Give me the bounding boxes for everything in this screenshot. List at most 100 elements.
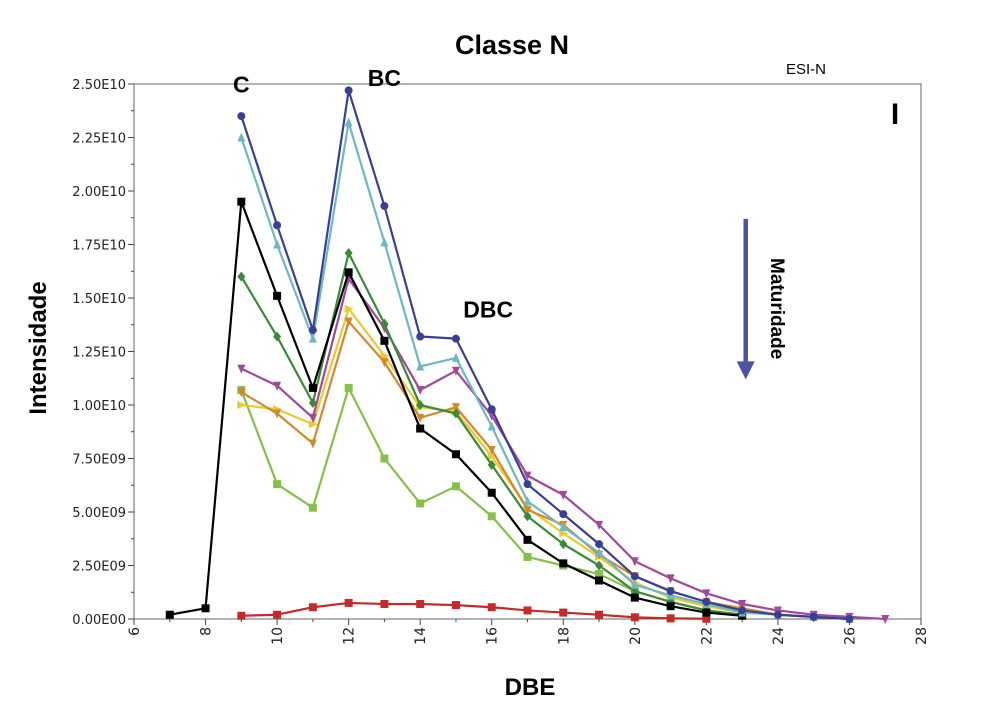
series-line [240,121,850,621]
data-point [595,610,604,619]
data-point [666,614,675,623]
data-point [487,488,496,497]
data-point [416,332,425,341]
y-tick-label: 7.50E09 [72,453,126,468]
data-point [416,600,425,609]
data-point [165,610,174,619]
data-point [559,529,569,538]
data-point [237,611,246,620]
data-point [595,560,604,571]
data-point [380,600,389,609]
data-point [487,459,496,470]
y-tick-label: 1.25E10 [72,346,126,361]
x-tick-label: 20 [628,627,644,645]
data-point [559,559,568,568]
data-point [308,383,317,392]
data-point [416,413,425,423]
data-point [344,86,353,95]
data-point [308,503,317,512]
data-point [595,520,604,530]
data-point [451,482,460,491]
data-point [416,499,425,508]
data-point [881,615,890,624]
series-group [237,274,890,624]
x-tick-label: 14 [413,627,429,645]
data-point [273,221,282,230]
data-point [273,291,282,300]
series-group [237,86,854,623]
data-point [416,400,425,410]
x-tick-label: 26 [842,627,858,645]
data-point [666,602,675,611]
data-point [666,587,675,596]
data-point [738,606,747,615]
data-point [308,603,317,612]
data-point [273,610,282,619]
data-point [845,615,854,623]
data-point [344,317,353,327]
data-point [344,304,354,313]
data-point [380,318,389,329]
y-tick-label: 0.00E00 [72,613,126,628]
data-point [344,383,353,392]
data-point [487,512,496,521]
y-tick-label: 2.50E09 [72,560,126,575]
x-tick-label: 8 [199,627,215,636]
data-point [523,511,532,522]
peak-annotation: C [233,72,250,98]
data-point [523,535,532,544]
data-point [451,601,460,610]
data-point [773,610,782,619]
data-point [451,366,460,376]
data-point [451,408,460,419]
y-axis-label: Intensidade [25,281,52,414]
data-point [451,403,460,413]
data-point [308,326,317,335]
y-tick-label: 1.75E10 [72,239,126,254]
x-tick-label: 12 [342,627,358,645]
data-point [380,336,389,345]
data-point [416,386,425,396]
data-point [523,552,532,561]
data-point [344,598,353,607]
data-point [702,608,711,617]
data-point [344,117,353,127]
data-point [595,540,604,549]
data-point [451,352,460,362]
data-point [380,201,389,210]
data-point [237,112,246,121]
data-point [308,397,317,408]
x-tick-label: 22 [699,627,715,645]
data-point [237,364,246,374]
data-point [630,557,639,567]
data-point [630,579,639,589]
data-point [380,351,390,360]
data-point [523,471,532,481]
data-point [273,331,282,342]
data-point [702,597,711,606]
data-point [344,268,353,277]
data-point [487,452,497,461]
data-point [273,381,282,391]
data-point [273,409,282,419]
chart-subtitle: ESI-N [786,61,826,78]
data-point [559,490,568,500]
data-point [380,237,389,247]
data-point [595,547,604,557]
plot-area: 0.00E00 2.50E09 5.00E09 7.50E09 1.00E10 1.25E… [72,65,930,645]
chart-title: Classe N [455,30,569,60]
x-tick-label: 16 [485,627,501,645]
x-tick-label: 28 [914,627,930,645]
data-point [237,388,246,398]
data-point [559,539,568,550]
y-tick-label: 1.00E10 [72,399,126,414]
data-point [559,510,568,519]
data-point [308,420,318,429]
data-point [809,612,818,621]
data-point [273,480,282,489]
data-point [237,401,247,409]
data-point [237,271,246,282]
data-point [380,358,389,368]
data-point [559,608,568,617]
